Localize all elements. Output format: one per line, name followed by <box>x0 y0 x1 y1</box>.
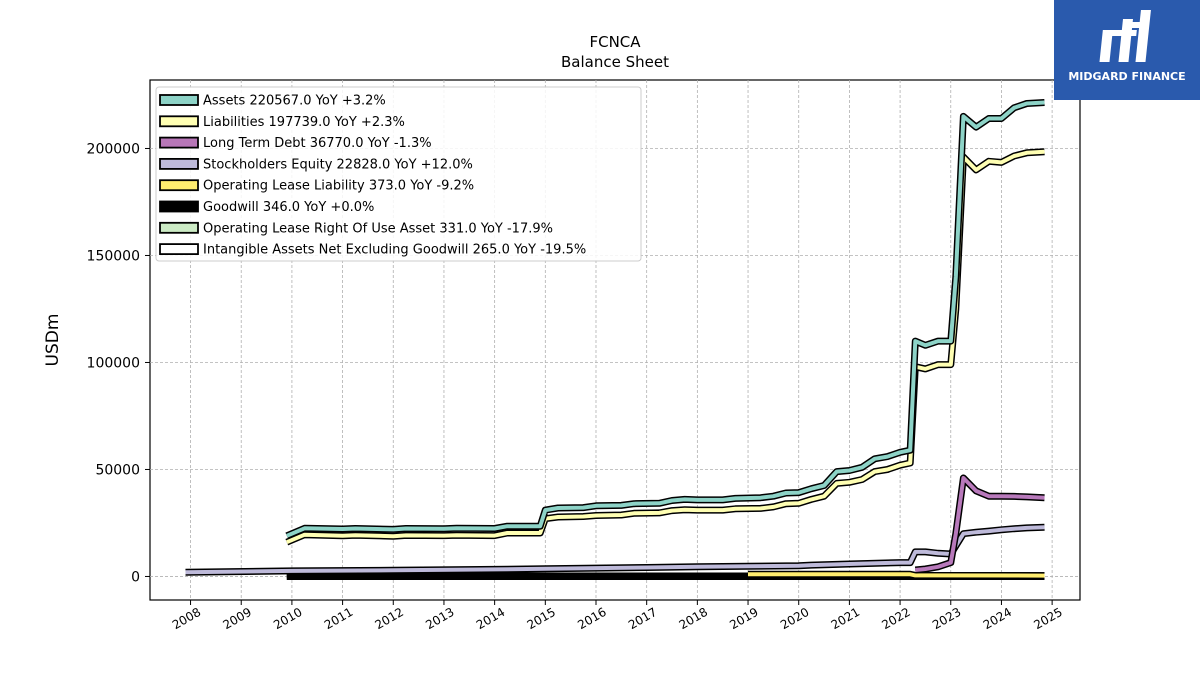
series-line <box>915 476 1045 572</box>
x-tick-label: 2012 <box>373 605 406 632</box>
midgard-logo-icon <box>1099 10 1151 62</box>
y-tick-label: 50000 <box>95 462 140 478</box>
x-tick-label: 2022 <box>879 605 912 632</box>
x-tick-label: 2013 <box>423 605 456 632</box>
x-tick-label: 2008 <box>170 605 203 632</box>
x-tick-label: 2023 <box>930 605 963 632</box>
x-tick-label: 2019 <box>727 605 760 632</box>
legend-label: Goodwill 346.0 YoY +0.0% <box>203 200 374 215</box>
x-tick-label: 2014 <box>474 605 507 632</box>
series-line <box>748 572 1045 578</box>
legend-swatch <box>159 94 199 106</box>
x-tick-label: 2009 <box>220 605 253 632</box>
chart-subtitle: Balance Sheet <box>561 53 669 71</box>
x-tick-label: 2021 <box>829 605 862 632</box>
x-tick-label: 2018 <box>677 605 710 632</box>
y-tick-label: 150000 <box>87 248 140 264</box>
legend-swatch <box>159 136 199 149</box>
legend-swatch <box>159 200 199 213</box>
y-tick-label: 0 <box>131 569 140 585</box>
legend-label: Stockholders Equity 22828.0 YoY +12.0% <box>203 157 473 172</box>
y-axis-label: USDm <box>43 314 63 367</box>
legend-label: Long Term Debt 36770.0 YoY -1.3% <box>203 136 432 151</box>
legend-swatch <box>159 179 199 192</box>
legend-label: Liabilities 197739.0 YoY +2.3% <box>203 115 405 130</box>
legend-label: Operating Lease Right Of Use Asset 331.0… <box>203 221 553 236</box>
series-line <box>185 525 1045 575</box>
brand-logo-text: MIDGARD FINANCE <box>1068 70 1186 83</box>
y-tick-label: 100000 <box>87 355 140 371</box>
y-tick-label: 200000 <box>87 141 140 157</box>
x-tick-label: 2015 <box>525 605 558 632</box>
series-line <box>286 149 1045 545</box>
brand-logo: MIDGARD FINANCE <box>1054 0 1200 100</box>
legend-label: Intangible Assets Net Excluding Goodwill… <box>203 243 586 258</box>
x-tick-label: 2025 <box>1031 605 1064 632</box>
series-line <box>286 100 1045 538</box>
x-tick-label: 2016 <box>575 605 608 632</box>
legend-box <box>155 86 642 262</box>
legend-label: Operating Lease Liability 373.0 YoY -9.2… <box>203 179 474 194</box>
x-tick-label: 2011 <box>322 605 355 632</box>
chart-title: FCNCA <box>589 33 641 51</box>
legend-swatch <box>159 243 199 256</box>
legend-swatch <box>159 115 199 128</box>
legend-swatch <box>159 221 199 234</box>
x-tick-label: 2017 <box>626 605 659 632</box>
x-tick-label: 2024 <box>981 605 1014 632</box>
x-tick-label: 2010 <box>271 605 304 632</box>
legend-swatch <box>159 157 199 170</box>
legend-label: Assets 220567.0 YoY +3.2% <box>203 94 386 109</box>
x-tick-label: 2020 <box>778 605 811 632</box>
